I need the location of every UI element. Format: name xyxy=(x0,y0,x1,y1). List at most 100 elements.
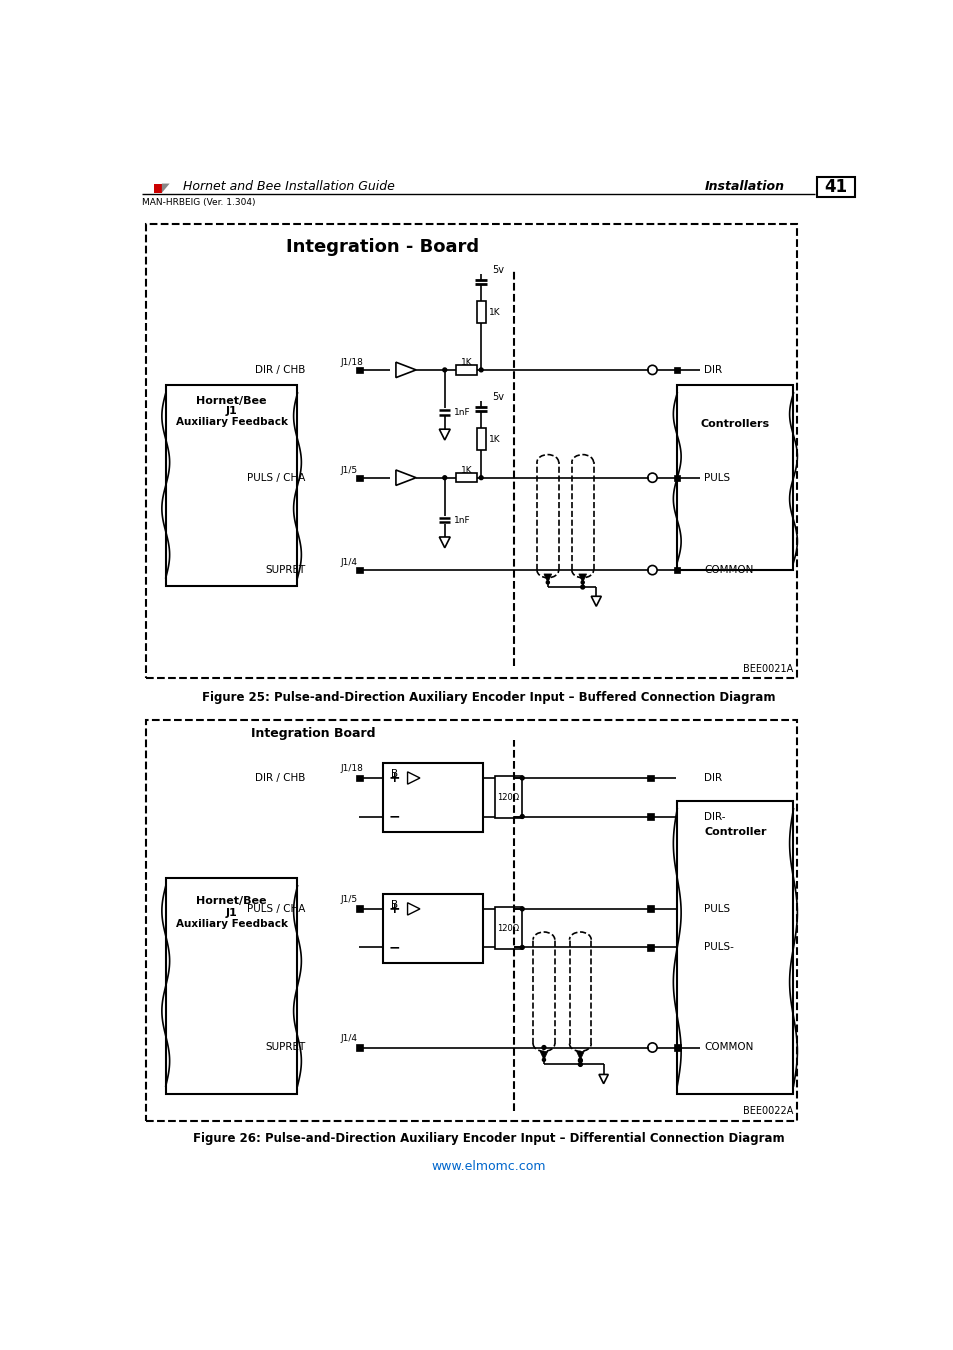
Text: 1nF: 1nF xyxy=(454,408,470,417)
Text: 1K: 1K xyxy=(460,358,472,367)
Text: +: + xyxy=(388,771,399,784)
Circle shape xyxy=(580,580,583,585)
Text: PULS / CHA: PULS / CHA xyxy=(247,472,305,483)
Text: PULS / CHA: PULS / CHA xyxy=(247,904,305,914)
Bar xyxy=(647,944,654,950)
Bar xyxy=(674,475,679,481)
Circle shape xyxy=(647,366,657,374)
Bar xyxy=(355,775,362,782)
Bar xyxy=(677,801,793,1094)
Bar xyxy=(677,385,793,570)
Text: J1: J1 xyxy=(226,907,237,918)
Polygon shape xyxy=(578,574,586,582)
Text: 1K: 1K xyxy=(460,466,472,474)
Text: PULS-: PULS- xyxy=(703,942,734,952)
Text: 5v: 5v xyxy=(492,265,503,275)
Text: Integration - Board: Integration - Board xyxy=(286,238,478,255)
Text: DIR-: DIR- xyxy=(703,811,725,822)
Circle shape xyxy=(519,776,523,780)
Circle shape xyxy=(519,814,523,818)
Text: 1K: 1K xyxy=(488,308,500,317)
Bar xyxy=(146,224,797,678)
Text: Hornet/Bee: Hornet/Bee xyxy=(196,896,267,906)
Text: 5v: 5v xyxy=(492,392,503,402)
Text: Integration Board: Integration Board xyxy=(251,726,375,740)
Bar xyxy=(166,878,297,1094)
Bar xyxy=(647,813,654,819)
Polygon shape xyxy=(162,184,170,193)
Bar xyxy=(356,475,362,481)
Text: 120Ω: 120Ω xyxy=(497,792,518,802)
Text: J1/4: J1/4 xyxy=(340,1034,356,1042)
Circle shape xyxy=(542,1058,545,1061)
Text: −: − xyxy=(388,941,399,954)
Text: J1: J1 xyxy=(226,406,237,417)
Polygon shape xyxy=(576,1052,583,1060)
Circle shape xyxy=(578,1062,581,1066)
Text: B: B xyxy=(391,769,397,779)
Circle shape xyxy=(442,369,446,371)
Text: COMMON: COMMON xyxy=(703,566,753,575)
Text: COMMON: COMMON xyxy=(703,1042,753,1053)
Bar xyxy=(456,366,476,374)
Text: Auxiliary Feedback: Auxiliary Feedback xyxy=(175,417,287,427)
Text: Auxiliary Feedback: Auxiliary Feedback xyxy=(175,919,287,929)
Bar xyxy=(476,301,485,323)
Text: Hornet and Bee Installation Guide: Hornet and Bee Installation Guide xyxy=(183,180,395,193)
Bar xyxy=(146,721,797,1120)
Text: PULS: PULS xyxy=(703,472,730,483)
Text: J1/18: J1/18 xyxy=(340,358,363,367)
Text: DIR / CHB: DIR / CHB xyxy=(254,364,305,375)
Bar xyxy=(456,472,476,482)
Text: Figure 26: Pulse-and-Direction Auxiliary Encoder Input – Differential Connection: Figure 26: Pulse-and-Direction Auxiliary… xyxy=(193,1131,784,1145)
Bar xyxy=(674,567,679,574)
Text: DIR: DIR xyxy=(703,774,721,783)
Text: J1/5: J1/5 xyxy=(340,895,356,905)
Text: www.elmomc.com: www.elmomc.com xyxy=(431,1161,546,1173)
Circle shape xyxy=(442,475,446,479)
Bar xyxy=(355,1044,362,1050)
Text: J1/5: J1/5 xyxy=(340,466,356,474)
Circle shape xyxy=(519,945,523,949)
Circle shape xyxy=(647,566,657,575)
Text: SUPRET: SUPRET xyxy=(265,1042,305,1053)
Bar xyxy=(166,385,297,586)
Polygon shape xyxy=(154,184,162,193)
Circle shape xyxy=(546,580,549,585)
Bar xyxy=(382,763,483,832)
Text: MAN-HRBEIG (Ver. 1.304): MAN-HRBEIG (Ver. 1.304) xyxy=(142,198,255,207)
Circle shape xyxy=(519,907,523,911)
Bar xyxy=(382,894,483,963)
Bar xyxy=(673,1044,680,1050)
Text: DIR: DIR xyxy=(703,364,721,375)
Text: BEE0021A: BEE0021A xyxy=(742,664,793,674)
Polygon shape xyxy=(543,574,551,582)
Bar xyxy=(476,428,485,450)
Text: Controllers: Controllers xyxy=(700,418,769,429)
Bar xyxy=(647,906,654,913)
Bar xyxy=(674,367,679,373)
Text: BEE0022A: BEE0022A xyxy=(742,1106,793,1115)
Bar xyxy=(647,775,654,782)
Circle shape xyxy=(541,1046,545,1049)
Text: 120Ω: 120Ω xyxy=(497,923,518,933)
Circle shape xyxy=(647,472,657,482)
Text: −: − xyxy=(388,810,399,824)
Bar xyxy=(356,567,362,574)
Bar xyxy=(356,367,362,373)
Circle shape xyxy=(578,1058,581,1061)
Text: J1/4: J1/4 xyxy=(340,558,356,567)
Bar xyxy=(355,906,362,913)
Text: B: B xyxy=(391,900,397,910)
Text: Figure 25: Pulse-and-Direction Auxiliary Encoder Input – Buffered Connection Dia: Figure 25: Pulse-and-Direction Auxiliary… xyxy=(202,691,775,703)
Text: J1/18: J1/18 xyxy=(340,764,363,774)
Polygon shape xyxy=(539,1052,547,1060)
Circle shape xyxy=(478,475,482,479)
Text: 1K: 1K xyxy=(488,435,500,444)
Text: Hornet/Bee: Hornet/Bee xyxy=(196,396,267,406)
Text: DIR / CHB: DIR / CHB xyxy=(254,774,305,783)
Text: PULS: PULS xyxy=(703,904,730,914)
Circle shape xyxy=(647,1044,657,1052)
Text: 41: 41 xyxy=(823,178,847,196)
Text: 1nF: 1nF xyxy=(454,516,470,525)
